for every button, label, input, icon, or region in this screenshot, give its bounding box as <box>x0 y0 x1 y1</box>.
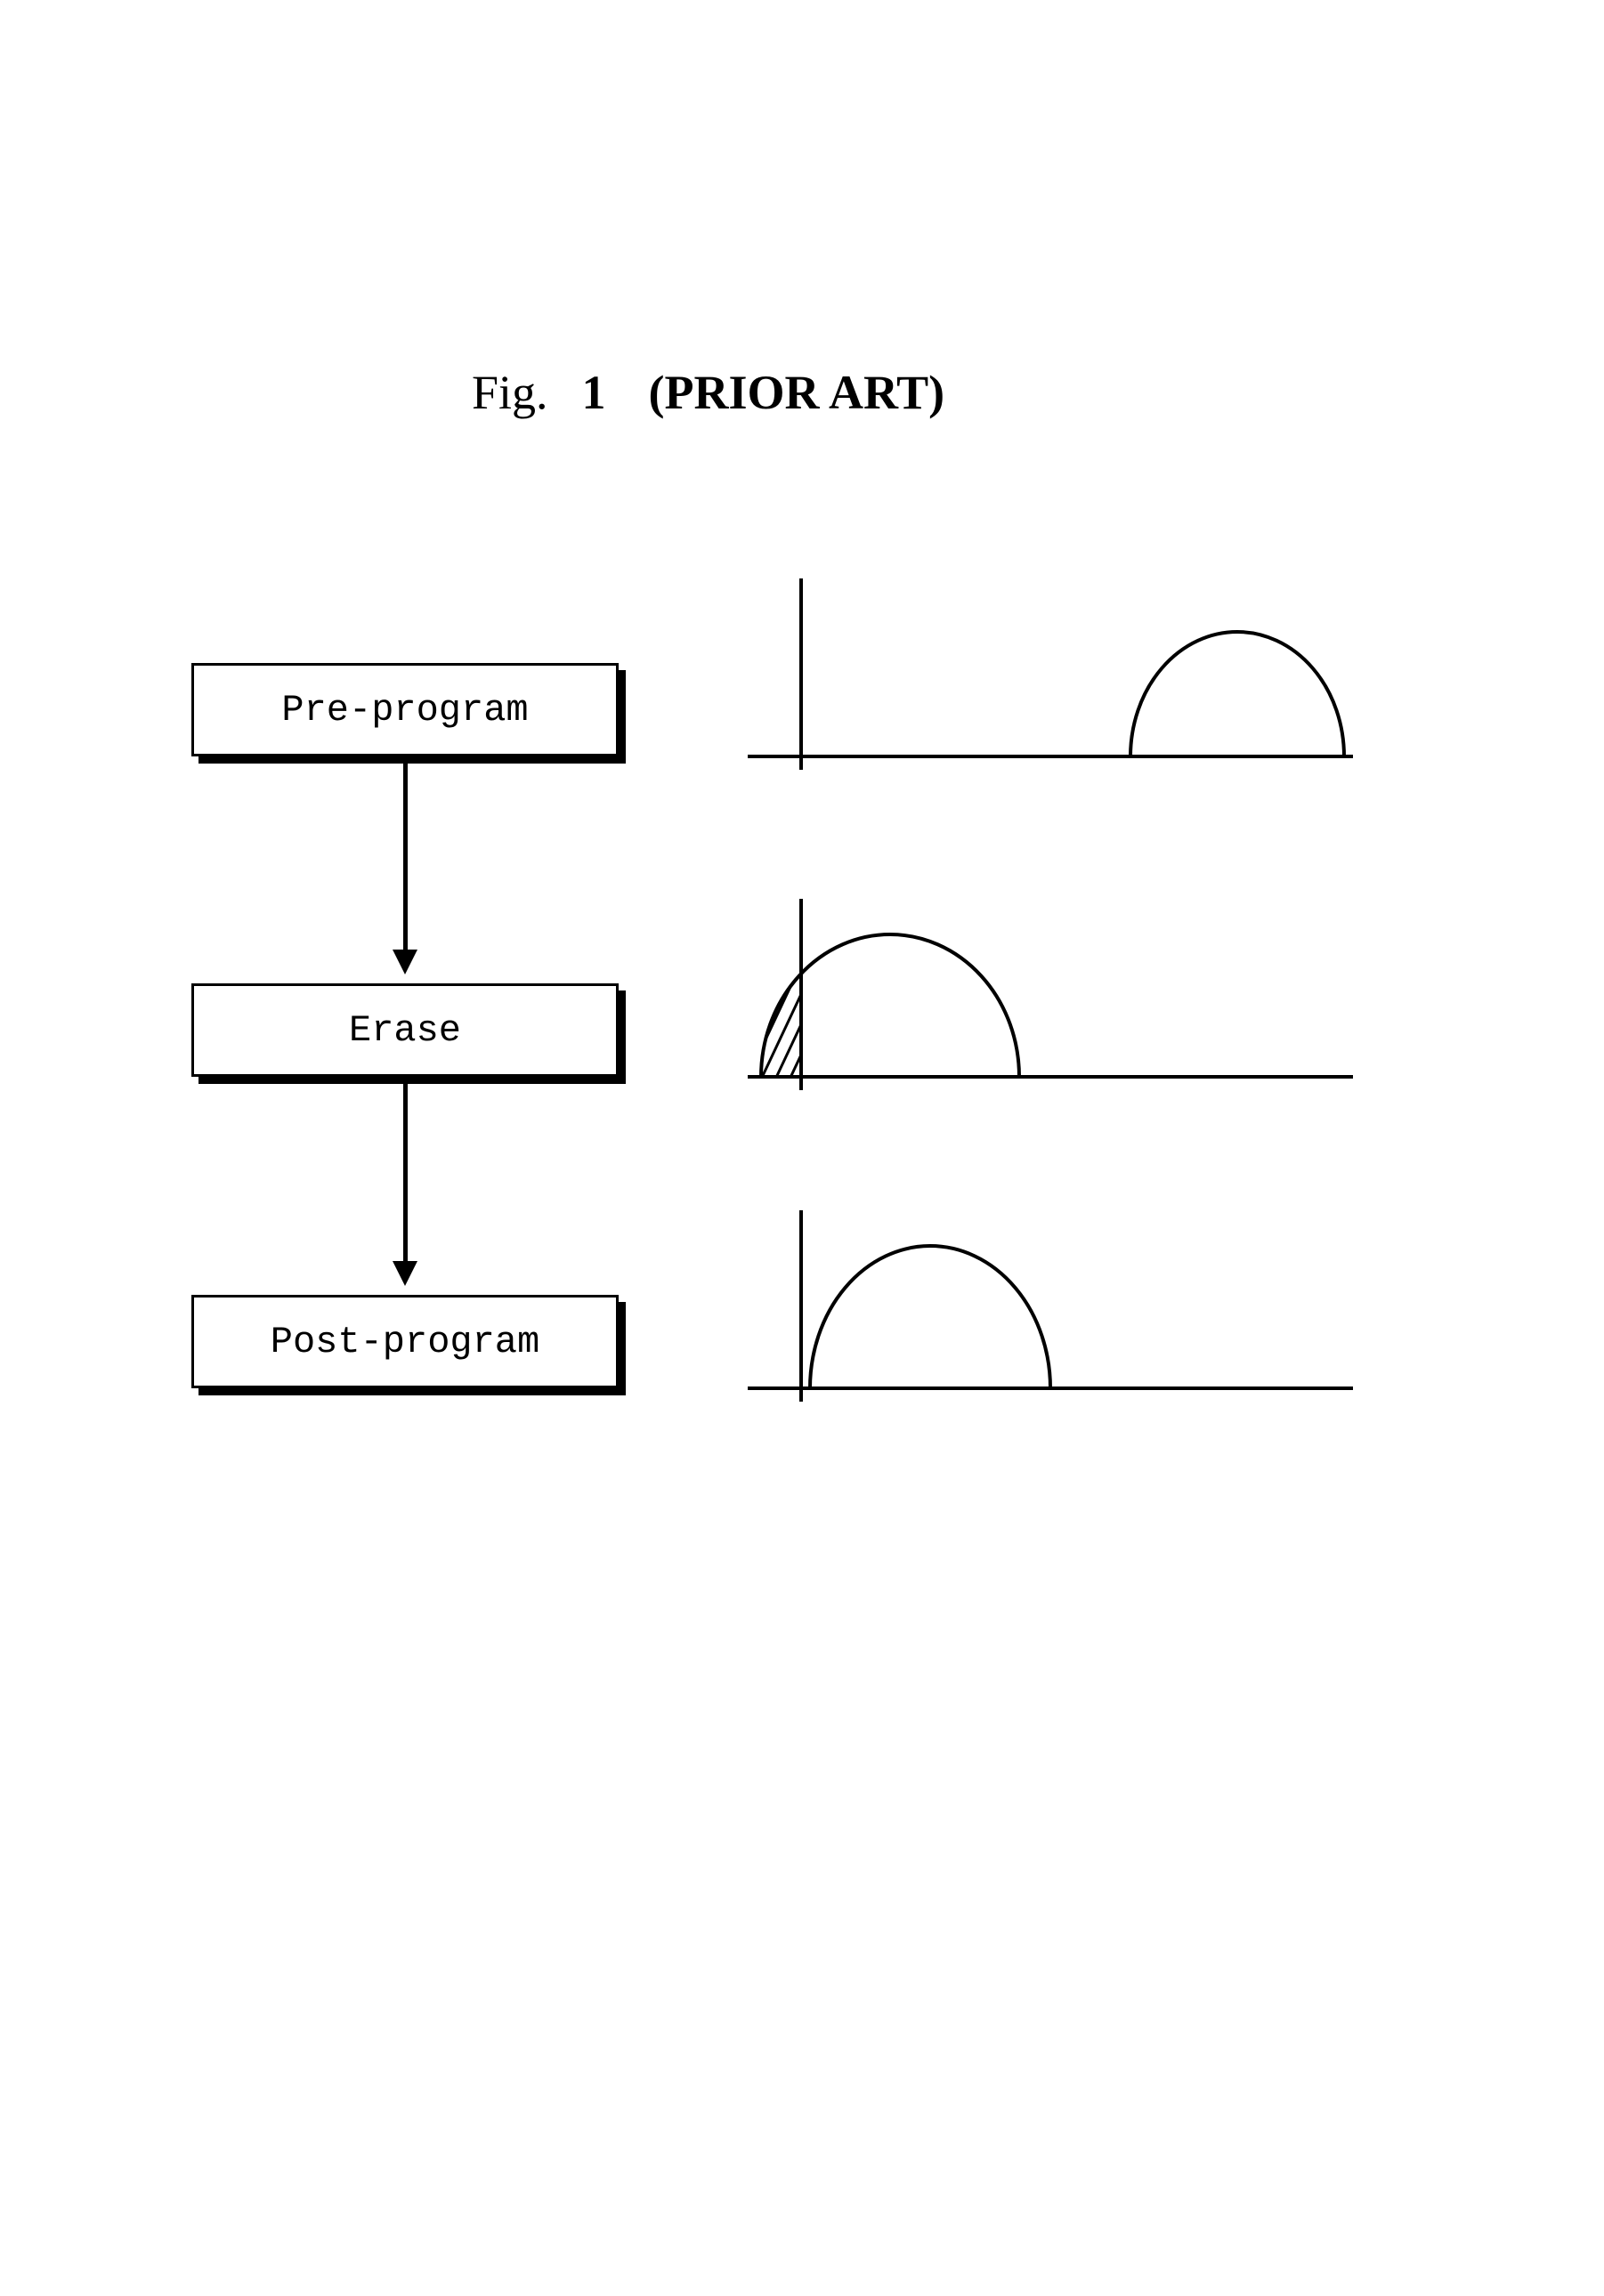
graph-svg <box>739 1201 1362 1406</box>
flowchart-box-2: Post-program <box>191 1295 619 1388</box>
flowchart-arrow-line <box>403 1084 408 1265</box>
hatch-region <box>739 890 1362 1095</box>
graph-2 <box>739 1201 1362 1406</box>
figure-title: Fig. 1 (PRIOR ART) <box>472 365 944 420</box>
box-shadow <box>198 1077 626 1084</box>
distribution-curve <box>810 1246 1050 1388</box>
graph-0 <box>739 570 1362 774</box>
box-shadow <box>619 670 626 764</box>
fig-label: Fig. <box>472 366 548 419</box>
prior-art-label: (PRIOR ART) <box>649 366 945 419</box>
flowchart-box-0: Pre-program <box>191 663 619 756</box>
flowchart-arrow-head <box>393 1261 417 1286</box>
flowchart-arrow-line <box>403 764 408 953</box>
box-shadow <box>619 990 626 1084</box>
flowchart-box-label: Post-program <box>271 1321 539 1363</box>
graph-1 <box>739 890 1362 1095</box>
flowchart-box-1: Erase <box>191 983 619 1077</box>
graph-svg <box>739 570 1362 774</box>
distribution-curve <box>1130 632 1344 756</box>
flowchart-box-label: Pre-program <box>281 689 528 732</box>
graph-svg <box>739 890 1362 1095</box>
box-shadow <box>198 1388 626 1395</box>
fig-number: 1 <box>582 366 606 419</box>
flowchart-box-label: Erase <box>349 1009 461 1052</box>
box-shadow <box>198 756 626 764</box>
flowchart-arrow-head <box>393 950 417 974</box>
box-shadow <box>619 1302 626 1395</box>
